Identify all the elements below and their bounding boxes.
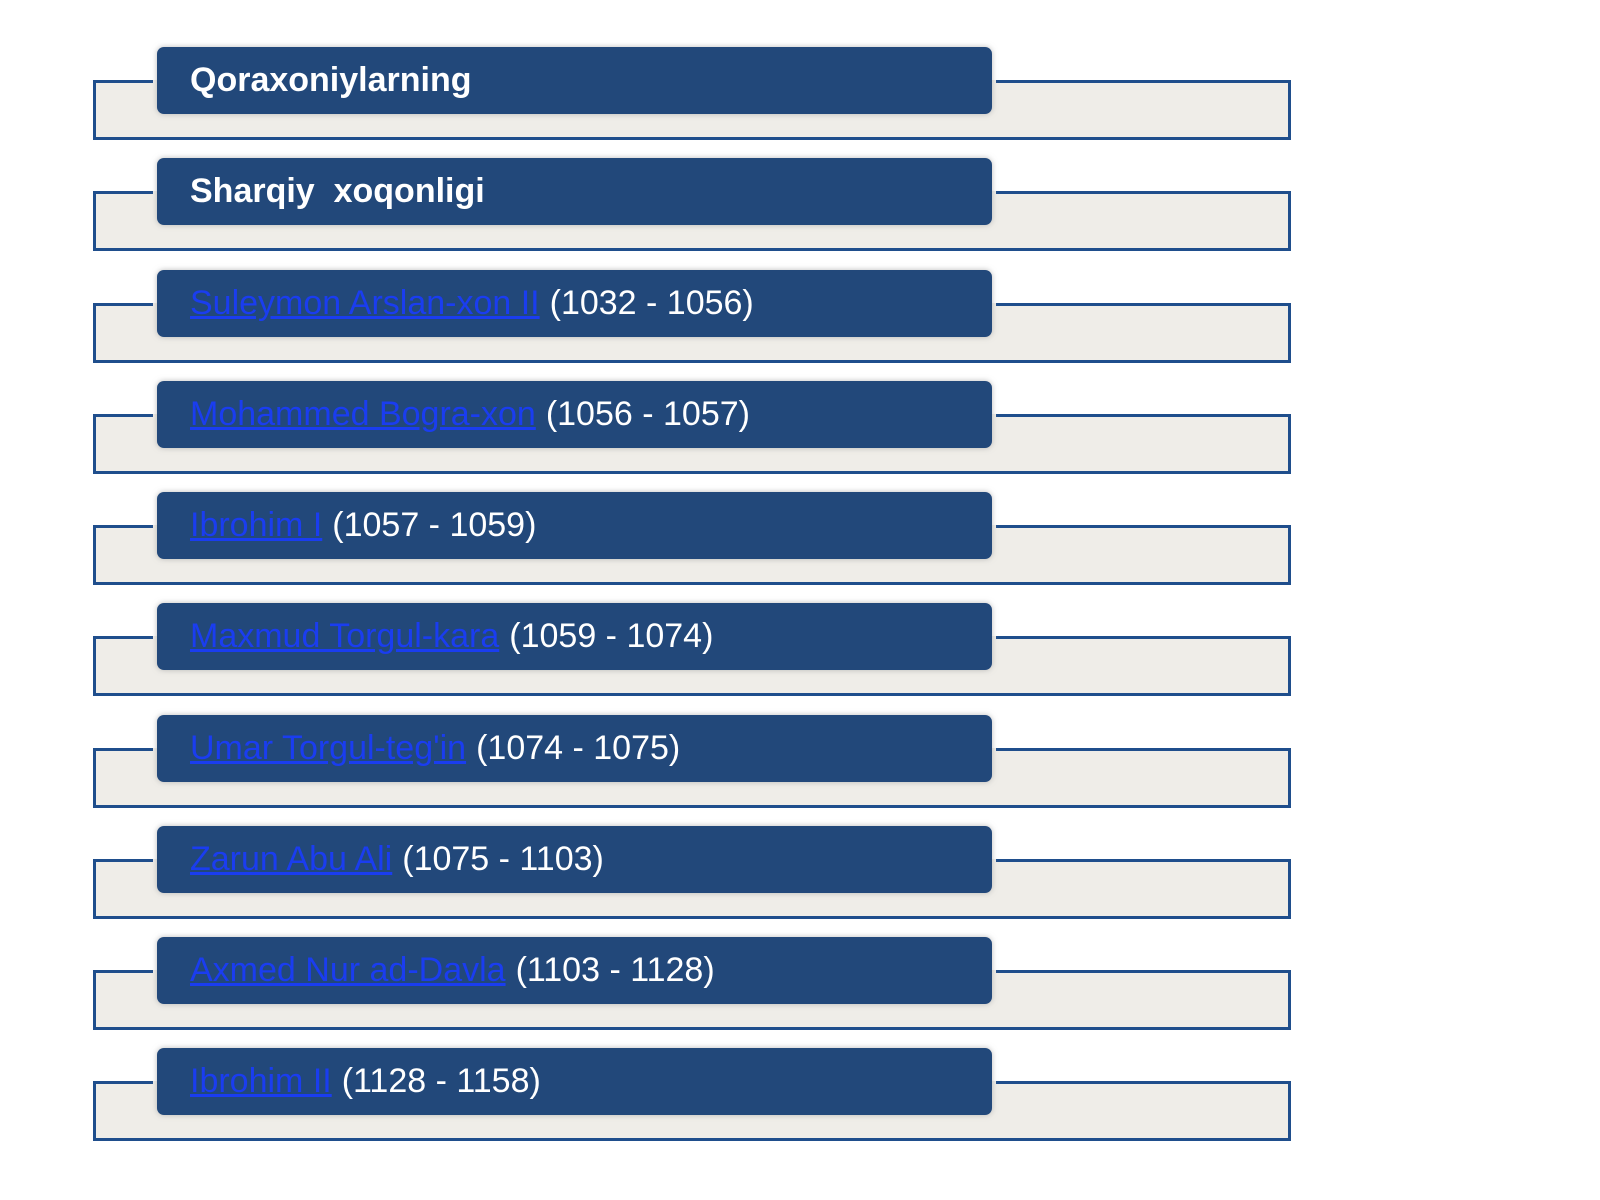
ruler-name-link[interactable]: Mohammed Bogra-xon [190,395,536,433]
frame-connector-left [93,525,153,528]
ruler-entry: Ibrohim II (1128 - 1158) [0,1048,1600,1148]
ruler-years: (1059 - 1074) [509,617,714,655]
ruler-name-link[interactable]: Axmed Nur ad-Davla [190,951,506,989]
frame-connector-right [996,748,1291,751]
ruler-years: (1128 - 1158) [341,1062,541,1100]
frame-connector-left [93,636,153,639]
ruler-name-link[interactable]: Ibrohim II [190,1062,332,1100]
frame-connector-right [996,80,1291,83]
ruler-years: (1075 - 1103) [402,840,604,878]
ruler-name-link[interactable]: Umar Torgul-teg'in [190,729,467,767]
frame-connector-left [93,414,153,417]
ruler-years: (1057 - 1059) [332,506,537,544]
ruler-years: (1103 - 1128) [515,951,715,989]
frame-connector-left [93,748,153,751]
header-subtitle: Sharqiy xoqonligi [190,172,485,210]
ruler-bar: Suleymon Arslan-xon II (1032 - 1056) [157,270,992,337]
ruler-entry: Suleymon Arslan-xon II (1032 - 1056) [0,270,1600,370]
frame-connector-left [93,80,153,83]
frame-connector-right [996,636,1291,639]
ruler-bar: Maxmud Torgul-kara (1059 - 1074) [157,603,992,670]
header-bar: Sharqiy xoqonligi [157,158,992,225]
ruler-years: (1056 - 1057) [545,395,750,433]
ruler-bar: Umar Torgul-teg'in (1074 - 1075) [157,715,992,782]
frame-connector-right [996,970,1291,973]
ruler-bar: Ibrohim II (1128 - 1158) [157,1048,992,1115]
ruler-entry: Umar Torgul-teg'in (1074 - 1075) [0,715,1600,815]
ruler-years: (1032 - 1056) [549,284,754,322]
ruler-entry: Ibrohim I (1057 - 1059) [0,492,1600,592]
ruler-name-link[interactable]: Maxmud Torgul-kara [190,617,500,655]
ruler-bar: Mohammed Bogra-xon (1056 - 1057) [157,381,992,448]
frame-connector-left [93,1081,153,1084]
ruler-entry: Zarun Abu Ali (1075 - 1103) [0,826,1600,926]
ruler-entry: Maxmud Torgul-kara (1059 - 1074) [0,603,1600,703]
ruler-name-link[interactable]: Zarun Abu Ali [190,840,393,878]
header-bar: Qoraxoniylarning [157,47,992,114]
ruler-entry: Mohammed Bogra-xon (1056 - 1057) [0,381,1600,481]
ruler-bar: Ibrohim I (1057 - 1059) [157,492,992,559]
header-title: Qoraxoniylarning [190,61,472,99]
frame-connector-left [93,970,153,973]
frame-connector-left [93,859,153,862]
header-entry: Sharqiy xoqonligi [0,158,1600,258]
ruler-entry: Axmed Nur ad-Davla (1103 - 1128) [0,937,1600,1037]
frame-connector-right [996,303,1291,306]
frame-connector-right [996,1081,1291,1084]
ruler-name-link[interactable]: Ibrohim I [190,506,323,544]
frame-connector-left [93,303,153,306]
ruler-bar: Axmed Nur ad-Davla (1103 - 1128) [157,937,992,1004]
ruler-name-link[interactable]: Suleymon Arslan-xon II [190,284,540,322]
frame-connector-right [996,859,1291,862]
frame-connector-right [996,414,1291,417]
header-entry: Qoraxoniylarning [0,47,1600,147]
ruler-bar: Zarun Abu Ali (1075 - 1103) [157,826,992,893]
frame-connector-right [996,525,1291,528]
ruler-years: (1074 - 1075) [476,729,681,767]
frame-connector-right [996,191,1291,194]
frame-connector-left [93,191,153,194]
